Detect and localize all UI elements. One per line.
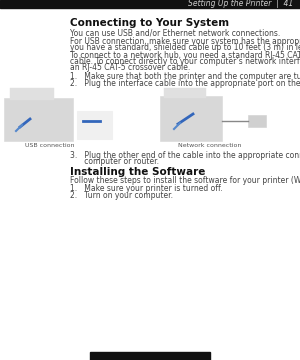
Text: Installing the Software: Installing the Software bbox=[70, 167, 206, 177]
Bar bbox=[90, 352, 210, 360]
Text: To connect to a network hub, you need a standard RJ-45 CAT-5 network: To connect to a network hub, you need a … bbox=[70, 51, 300, 60]
Text: Follow these steps to install the software for your printer (Windows only).: Follow these steps to install the softwa… bbox=[70, 176, 300, 185]
Bar bbox=[248, 115, 266, 127]
Text: 1.   Make sure that both the printer and the computer are turned off.: 1. Make sure that both the printer and t… bbox=[70, 72, 300, 81]
Text: 3.   Plug the other end of the cable into the appropriate connector on your: 3. Plug the other end of the cable into … bbox=[70, 151, 300, 160]
Text: Network connection: Network connection bbox=[178, 143, 242, 148]
Text: 2.   Plug the interface cable into the appropriate port on the printer.: 2. Plug the interface cable into the app… bbox=[70, 79, 300, 88]
Text: Connecting to Your System: Connecting to Your System bbox=[70, 18, 229, 28]
Text: an RJ-45 CAT-5 crossover cable.: an RJ-45 CAT-5 crossover cable. bbox=[70, 63, 190, 72]
Text: You can use USB and/or Ethernet network connections.: You can use USB and/or Ethernet network … bbox=[70, 29, 280, 38]
Text: 2.   Turn on your computer.: 2. Turn on your computer. bbox=[70, 191, 173, 200]
Bar bbox=[164, 88, 206, 98]
Text: Setting Up the Printer  |  41: Setting Up the Printer | 41 bbox=[188, 0, 293, 9]
Text: cable. To connect directly to your computer’s network interface, you need: cable. To connect directly to your compu… bbox=[70, 57, 300, 66]
Bar bbox=[77, 111, 112, 139]
Bar bbox=[160, 96, 222, 141]
Text: For USB connection, make sure your system has the appropriate port and: For USB connection, make sure your syste… bbox=[70, 37, 300, 46]
Text: computer or router.: computer or router. bbox=[70, 157, 159, 166]
Bar bbox=[4, 98, 73, 141]
Text: 1.   Make sure your printer is turned off.: 1. Make sure your printer is turned off. bbox=[70, 184, 223, 193]
Bar bbox=[10, 89, 54, 100]
Text: USB connection: USB connection bbox=[25, 143, 75, 148]
Text: you have a standard, shielded cable up to 10 feet (3 m) in length.: you have a standard, shielded cable up t… bbox=[70, 43, 300, 52]
Bar bbox=[0, 0, 300, 8]
